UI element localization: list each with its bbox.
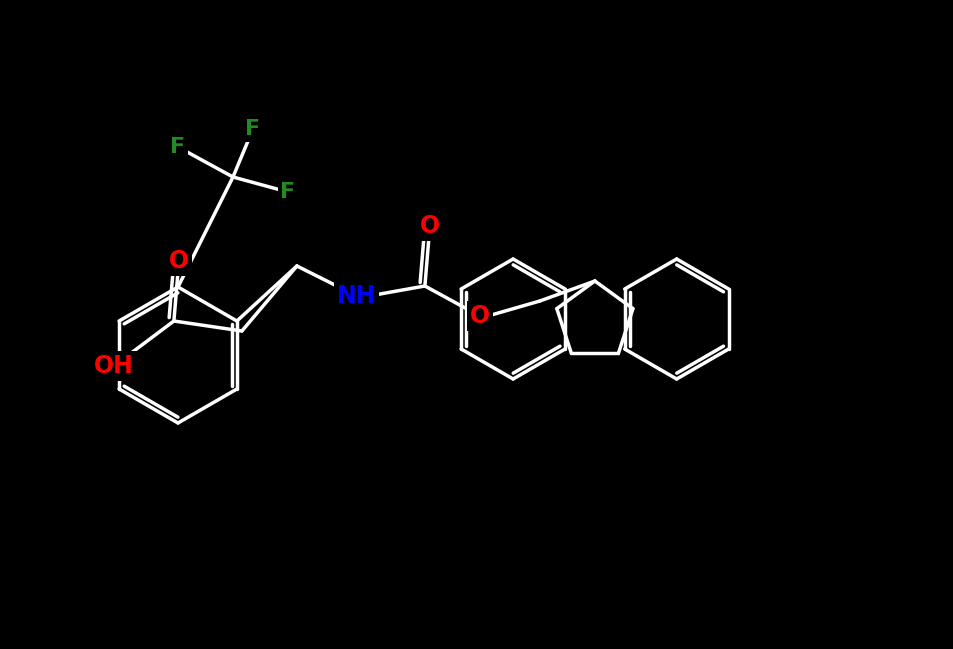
Text: F: F: [280, 182, 295, 202]
Text: OH: OH: [93, 354, 133, 378]
Text: O: O: [469, 304, 490, 328]
Text: F: F: [245, 119, 260, 139]
Text: NH: NH: [336, 284, 376, 308]
Text: O: O: [419, 214, 439, 238]
Text: O: O: [169, 249, 189, 273]
Text: F: F: [171, 137, 186, 157]
